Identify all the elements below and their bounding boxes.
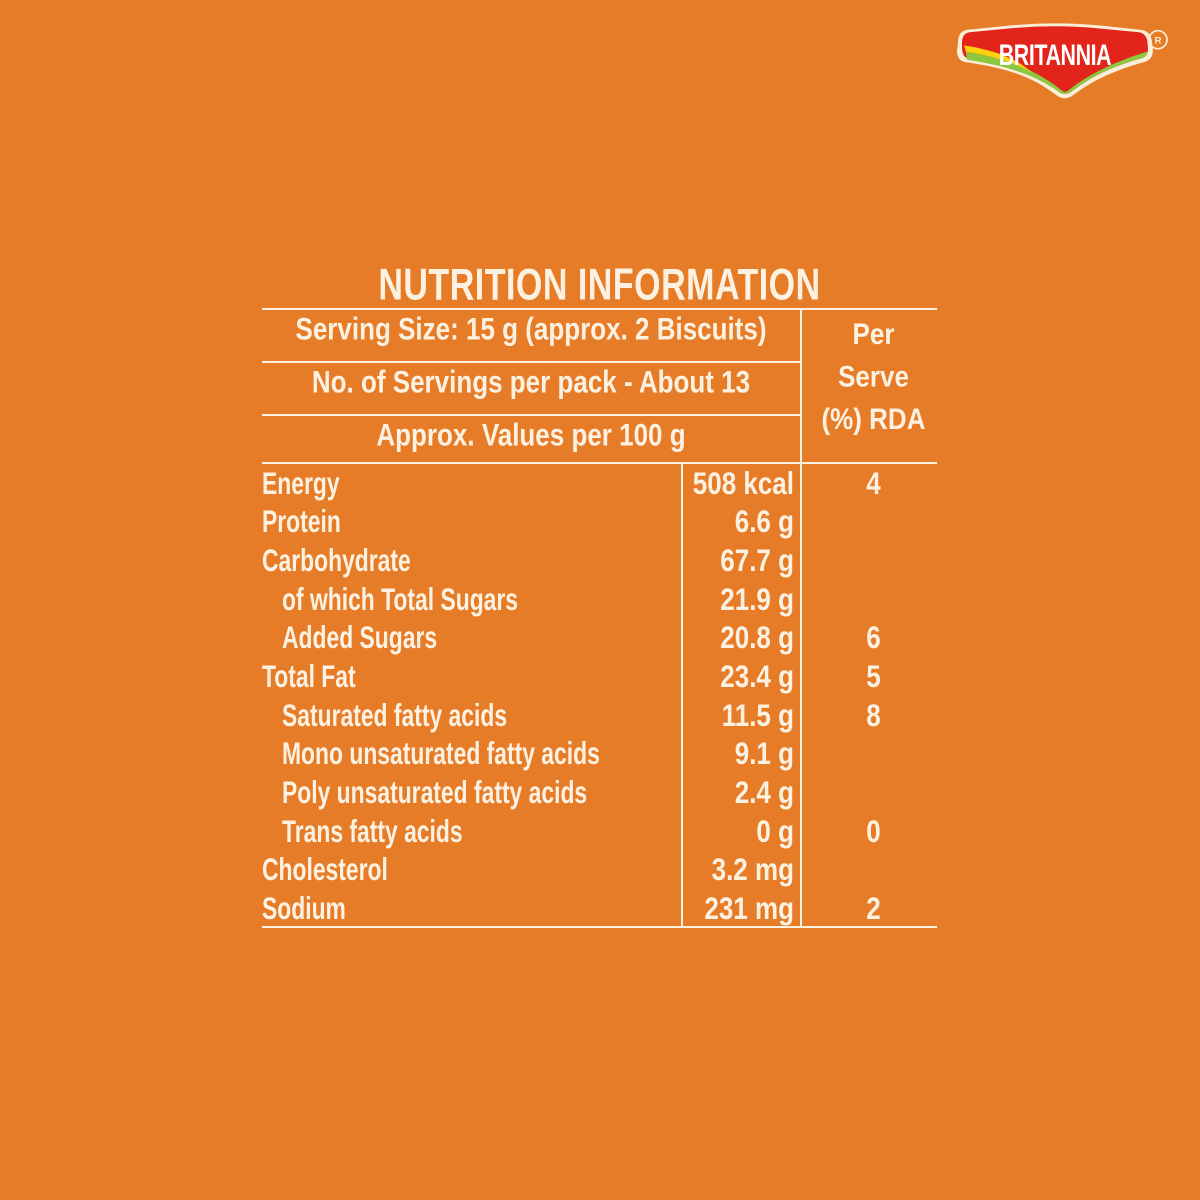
svg-text:BRITANNIA: BRITANNIA — [999, 40, 1112, 72]
svg-text:R: R — [1155, 35, 1162, 46]
